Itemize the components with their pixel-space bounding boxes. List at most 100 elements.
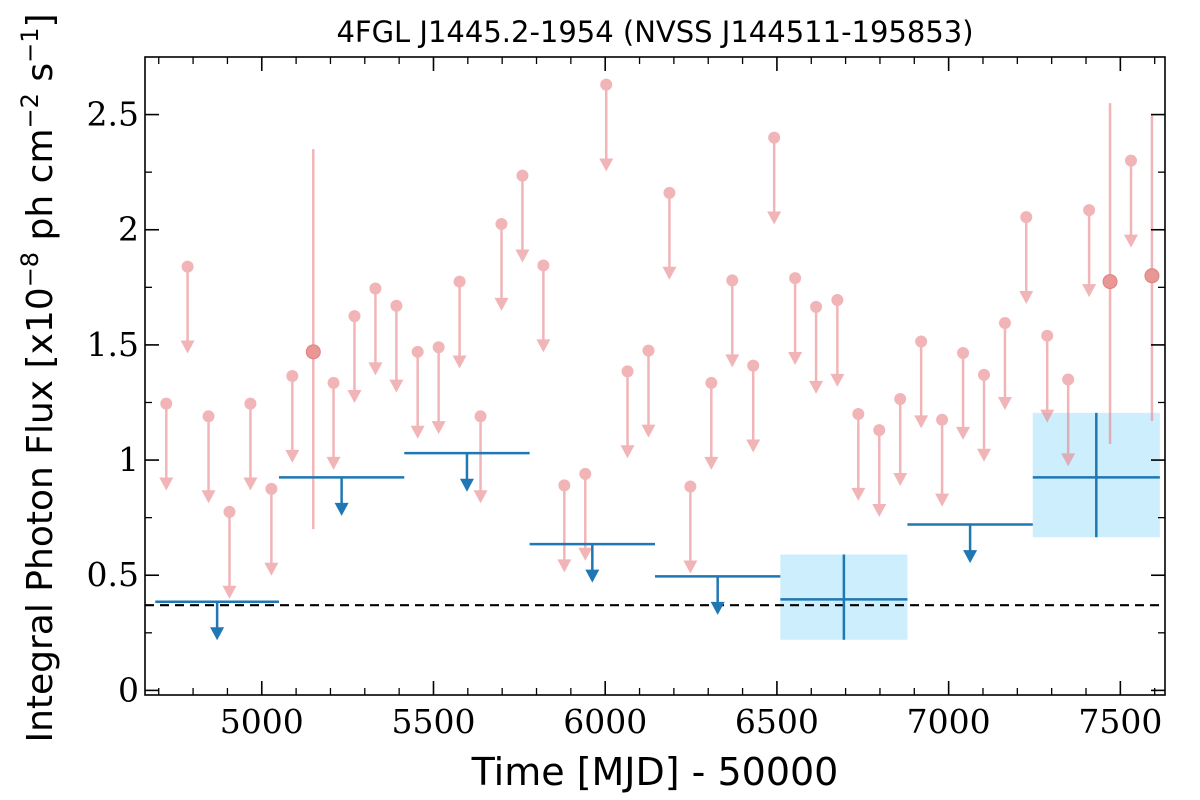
y-axis-label-mid-2: s [20,63,61,93]
upper-limit-arrowhead [1124,234,1138,248]
long-bin-points [155,412,1160,641]
y-axis-label-exp-1: −8 [16,252,44,287]
upper-limit-arrowhead [264,562,279,576]
upper-limit-point [851,408,866,501]
x-tick-label: 6500 [735,702,819,741]
upper-limit-point [1124,154,1138,248]
upper-limit-arrowhead [977,448,992,462]
upper-limit-point [872,424,887,518]
upper-limit-marker [1020,211,1033,224]
upper-limit-point [977,368,992,462]
upper-limit-marker [286,370,299,382]
upper-limit-marker [915,335,928,348]
plot-frame [144,56,1166,696]
upper-limit-point [935,413,950,507]
x-tick-label: 7000 [907,702,991,741]
upper-limit-arrowhead [557,559,572,573]
upper-limit-marker [1041,329,1054,342]
upper-limit-point [1040,329,1055,423]
y-axis-label-end: ] [20,13,61,27]
upper-limit-marker [579,467,592,480]
x-tick-label: 6000 [563,702,647,741]
upper-limit-arrowhead [243,477,258,491]
upper-limit-point [767,131,782,225]
upper-limit-arrowhead [515,249,530,263]
upper-limit-point [557,479,572,573]
upper-limit-arrowhead [368,362,383,376]
upper-limit-arrowhead [914,415,929,429]
upper-limit-arrowhead [746,439,761,453]
upper-limit-point [1019,211,1034,304]
upper-limit-marker [600,78,613,91]
y-tick-label: 0 [118,670,139,709]
upper-limit-arrowhead [1061,453,1076,467]
upper-limit-point [893,393,908,486]
detection-point [1102,103,1118,444]
upper-limit-point [1082,204,1097,298]
upper-limit-point [473,410,488,504]
x-tick-label: 7500 [1078,702,1162,741]
detection-marker [305,344,321,360]
upper-limit-point [410,345,425,439]
upper-limit-arrowhead [389,379,404,393]
upper-limit-arrowhead [641,424,656,438]
upper-limit-marker [390,299,403,312]
upper-limit-marker [265,482,278,495]
upper-limit-arrowhead [410,425,425,439]
upper-limit-point [222,505,237,599]
upper-limit-arrowhead [536,339,551,353]
detection-point [305,149,321,530]
y-tick-label: 1 [118,440,139,479]
upper-limit-marker [369,282,382,295]
y-axis-label-mid: ph cm [20,128,61,251]
upper-limit-marker [160,397,173,410]
upper-limit-marker [223,505,236,518]
upper-limit-marker [936,413,949,426]
long-upper-limit-arrowhead [710,601,725,615]
upper-limit-point [201,410,216,504]
upper-limit-marker [1062,373,1075,386]
upper-limit-point [641,344,656,438]
upper-limit-point [515,169,530,263]
upper-limit-arrowhead [473,490,488,504]
upper-limit-marker [537,259,550,272]
upper-limit-arrowhead [662,266,677,280]
upper-limit-point [368,282,383,376]
upper-limit-marker [705,376,718,389]
upper-limit-point [746,359,761,453]
upper-limit-point [683,480,698,574]
upper-limit-arrowhead [956,426,971,440]
upper-limit-arrowhead [159,477,174,491]
upper-limit-marker [747,359,760,372]
y-tick-label: 1.5 [87,325,139,364]
upper-limit-arrowhead [809,380,824,394]
upper-limit-arrowhead [494,297,509,311]
upper-limit-marker [558,479,571,492]
y-tick-label: 0.5 [87,555,139,594]
long-upper-limit-arrowhead [585,569,600,583]
upper-limit-arrowhead [1040,409,1055,423]
upper-limit-marker [642,344,655,357]
long-upper-limit-arrowhead [963,550,978,564]
upper-limit-point [578,467,593,561]
upper-limit-marker [244,397,257,410]
upper-limit-marker [978,368,991,381]
upper-limit-point [452,275,467,369]
y-axis-label-exp-2: −2 [16,93,44,128]
upper-limit-point [997,317,1012,410]
upper-limit-arrowhead [599,158,614,172]
y-axis-label-main: Integral Photon Flux [x10 [20,287,61,742]
upper-limit-marker [873,424,886,437]
axes: 5000 5500 6000 6500 7000 7500 0 0.5 1 1.5 2 2.5 [87,56,1166,741]
upper-limit-marker [1125,154,1137,167]
upper-limit-marker [789,272,802,285]
upper-limit-marker [453,275,466,288]
upper-limit-point [431,341,446,435]
y-tick-label: 2.5 [87,95,139,134]
upper-limit-point [956,346,971,440]
long-upper-limit-arrowhead [459,478,474,492]
long-detection [780,554,908,640]
upper-limit-point [704,376,719,470]
long-upper-limit [907,523,1033,564]
upper-limit-arrowhead [1019,290,1034,304]
